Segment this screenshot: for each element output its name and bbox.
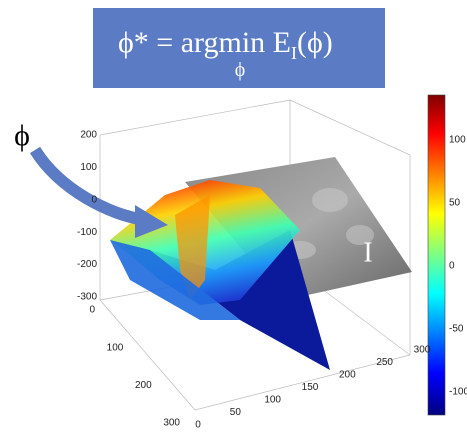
y-tick-label: 0 (89, 305, 95, 316)
colorbar-tick-label: 50 (449, 198, 461, 209)
x-tick-label: 300 (414, 345, 431, 356)
surface-edge (110, 240, 240, 320)
image-label: I (363, 237, 372, 268)
z-tick-label: -100 (77, 227, 97, 238)
formula-func: E (273, 26, 291, 59)
x-tick-label: 250 (376, 357, 393, 368)
z-tick-label: -300 (77, 292, 97, 303)
colorbar (427, 94, 446, 416)
ticks: 200 100 0 -100 -200 -300 0 100 200 300 0 50 100 150 20… (77, 130, 467, 431)
box-edge (99, 99, 411, 355)
formula-eq: = (156, 26, 173, 59)
phi-label: ϕ (14, 119, 30, 152)
formula-func-sub: I (291, 43, 297, 63)
y-tick-label: 200 (135, 380, 152, 391)
formula-op: argmin (181, 26, 265, 59)
formula-lhs: ϕ* (118, 26, 149, 59)
x-tick-label: 0 (195, 420, 201, 431)
box-edge (99, 135, 411, 411)
z-tick-label: 200 (80, 130, 97, 141)
x-tick-label: 150 (302, 382, 319, 393)
x-tick-label: 50 (230, 407, 242, 418)
formula-op-sub: ϕ (235, 59, 246, 81)
z-tick-label: -200 (77, 259, 97, 270)
arrow-head (135, 205, 168, 238)
surface-fold (175, 195, 210, 300)
colorbar-tick-label: -50 (449, 324, 464, 335)
x-tick-label: 100 (264, 395, 281, 406)
y-tick-label: 100 (107, 342, 124, 353)
z-tick-label: 100 (80, 162, 97, 173)
colorbar-tick-label: -100 (449, 387, 467, 398)
z-tick-label: 0 (91, 194, 97, 205)
colorbar-tick-label: 100 (449, 135, 466, 146)
x-tick-label: 200 (339, 370, 356, 381)
y-tick-label: 300 (163, 418, 180, 429)
colorbar-tick-label: 0 (449, 261, 455, 272)
formula-box (93, 8, 385, 88)
arrow (29, 146, 146, 226)
formula: ϕ* = argmin EI(ϕ) (118, 26, 333, 63)
formula-arg: (ϕ) (297, 26, 333, 59)
